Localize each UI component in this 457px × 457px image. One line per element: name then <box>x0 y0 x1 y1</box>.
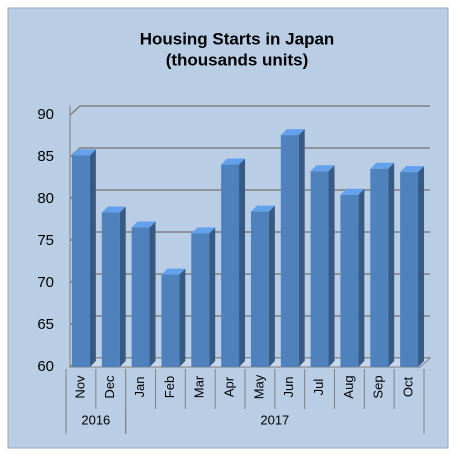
bar <box>370 168 389 367</box>
bar-top <box>250 205 275 212</box>
bar-top <box>101 206 126 213</box>
x-tick-label: Dec <box>102 375 117 399</box>
x-tick-label: Nov <box>72 375 87 399</box>
bar-side <box>328 165 335 367</box>
x-tick-label: Mar <box>192 375 207 398</box>
x-tick-label: Aug <box>341 375 356 398</box>
bar <box>191 233 210 367</box>
x-group-label: 2017 <box>260 412 289 427</box>
bar-top <box>71 149 96 156</box>
x-group-label: 2016 <box>81 412 110 427</box>
grid-line <box>69 105 430 116</box>
bar <box>280 135 299 367</box>
bar-side <box>239 158 246 367</box>
bar <box>101 212 120 367</box>
bar-top <box>221 158 246 165</box>
bar-top <box>400 166 425 173</box>
bar-top <box>161 268 186 275</box>
y-tick-label: 75 <box>37 232 54 249</box>
bar <box>71 155 90 367</box>
y-tick-label: 60 <box>37 358 54 375</box>
x-tick-label: Sep <box>371 375 386 398</box>
bar-top <box>310 165 335 172</box>
bar-top <box>340 188 365 195</box>
x-tick-label: Jun <box>281 377 296 398</box>
bar-side <box>149 221 156 367</box>
bar <box>400 172 419 367</box>
bar-side <box>268 205 275 367</box>
bar-top <box>370 162 395 169</box>
chart-subtitle: (thousands units) <box>166 50 309 69</box>
bar <box>221 164 240 367</box>
bar <box>310 171 329 367</box>
bar-side <box>298 129 305 367</box>
bar-side <box>119 206 126 367</box>
y-tick-label: 90 <box>37 106 54 123</box>
x-tick-label: Feb <box>162 376 177 398</box>
bar <box>131 227 150 367</box>
x-tick-label: Apr <box>222 376 237 397</box>
bar-side <box>179 268 186 367</box>
bar-side <box>89 149 96 367</box>
x-tick-label: Oct <box>401 377 416 398</box>
bar-top <box>280 129 305 136</box>
x-tick-label: May <box>251 374 266 399</box>
y-tick-label: 65 <box>37 316 54 333</box>
bar <box>250 211 269 367</box>
x-tick-label: Jul <box>311 379 326 396</box>
y-tick-label: 80 <box>37 190 54 207</box>
bar-side <box>358 188 365 367</box>
y-tick-label: 85 <box>37 148 54 165</box>
bar-top <box>131 221 156 228</box>
bar-side <box>209 227 216 367</box>
bar-side <box>388 162 395 367</box>
x-tick-label: Jan <box>132 377 147 398</box>
bar-top <box>191 227 216 234</box>
chart-title: Housing Starts in Japan <box>140 29 335 48</box>
bar <box>161 274 180 367</box>
bar <box>340 194 359 367</box>
bar-side <box>418 166 425 367</box>
y-tick-label: 70 <box>37 274 54 291</box>
